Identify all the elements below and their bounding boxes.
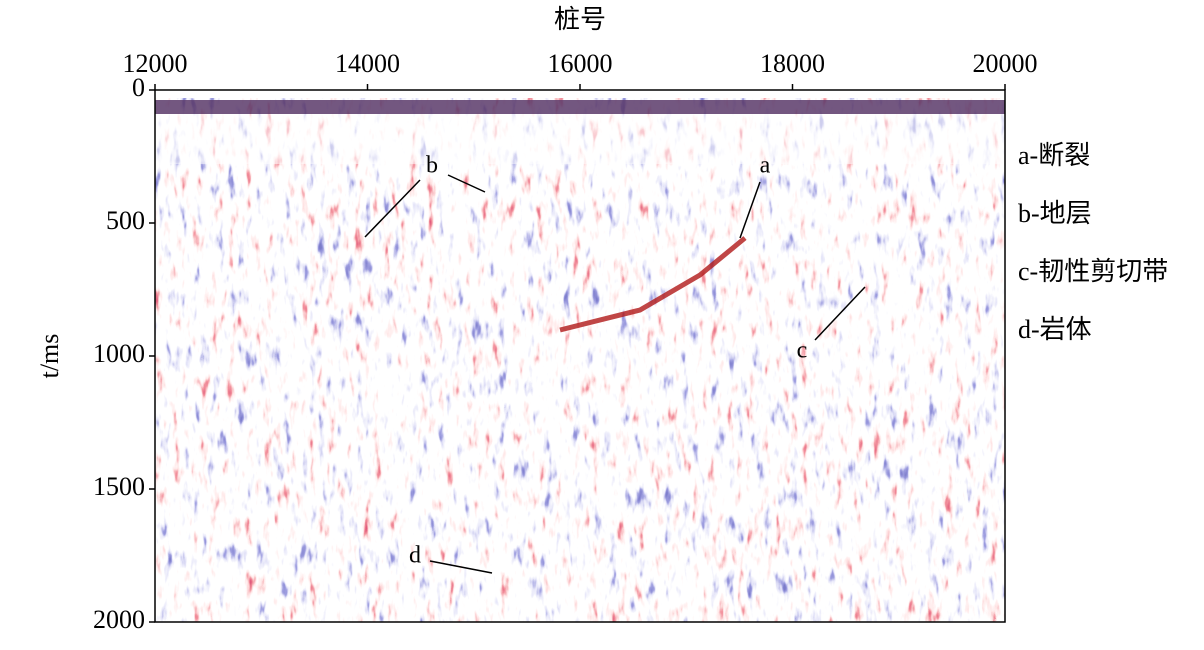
annotation-label: c xyxy=(797,338,808,364)
shallow-zone xyxy=(155,114,1005,164)
fault-reflector xyxy=(559,236,747,333)
pointer xyxy=(429,560,493,574)
pointer xyxy=(739,181,761,239)
pointer xyxy=(814,286,866,341)
y-tick-label: 2000 xyxy=(93,605,145,634)
legend-entry: a-断裂 xyxy=(1018,141,1090,170)
x-tick-label: 16000 xyxy=(548,49,613,78)
y-tick-label: 0 xyxy=(132,73,145,102)
annotation-label: a xyxy=(760,153,771,179)
annotation-label: d xyxy=(409,543,421,569)
surface-reflector xyxy=(155,100,1005,114)
x-tick-label: 12000 xyxy=(123,49,188,78)
legend-entry: d-岩体 xyxy=(1018,315,1092,344)
legend-entry: c-韧性剪切带 xyxy=(1018,257,1168,286)
y-axis-label: t/ms xyxy=(35,334,64,379)
y-tick-label: 1500 xyxy=(93,472,145,501)
x-axis-label: 桩号 xyxy=(554,5,606,34)
pointer xyxy=(364,179,421,238)
x-tick-label: 20000 xyxy=(973,49,1038,78)
legend-entry: b-地层 xyxy=(1018,199,1092,228)
annotation-label: b xyxy=(426,153,438,179)
x-tick-label: 18000 xyxy=(760,49,825,78)
x-tick-label: 14000 xyxy=(335,49,400,78)
seismic-texture xyxy=(155,90,1005,622)
seismic-image xyxy=(155,90,1005,622)
pointer xyxy=(447,174,486,193)
y-tick-label: 1000 xyxy=(93,339,145,368)
top-blank xyxy=(155,90,1005,98)
y-tick-label: 500 xyxy=(106,206,145,235)
annotation-pointers xyxy=(364,174,866,574)
